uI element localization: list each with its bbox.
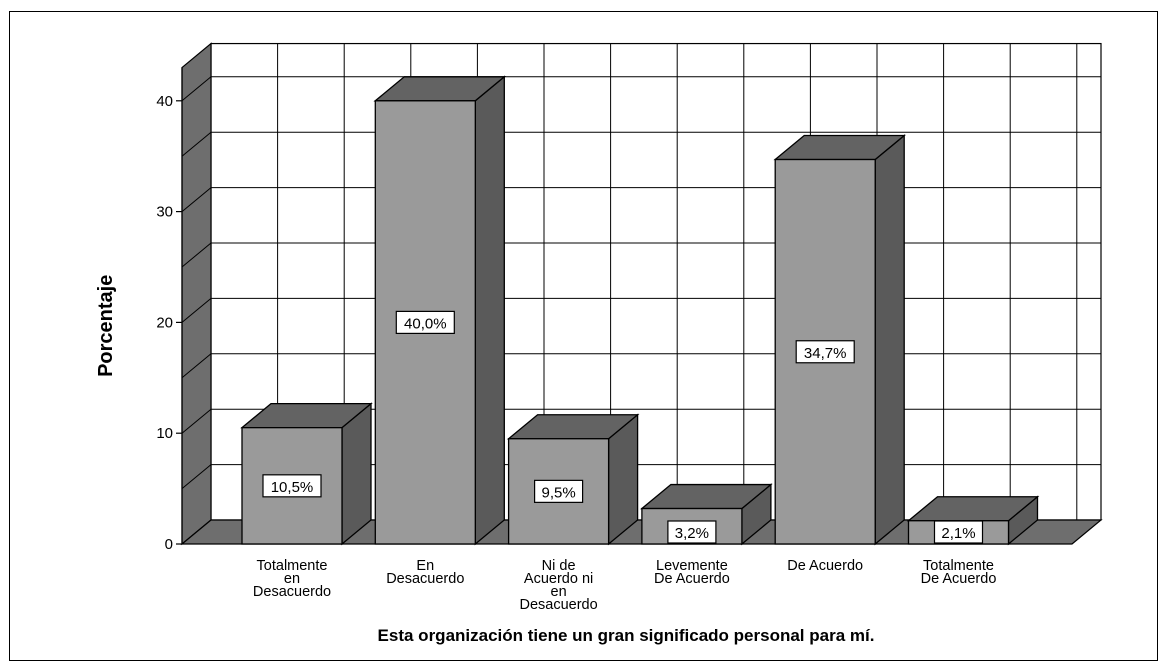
side-wall-grid-line — [181, 298, 212, 323]
x-tick-label: Totalmente en Desacuerdo — [253, 558, 331, 600]
bar-side — [874, 134, 905, 546]
x-axis-title: Esta organización tiene un gran signific… — [378, 626, 875, 645]
data-label-box — [533, 479, 584, 503]
data-label: 2,1% — [941, 525, 975, 542]
y-tick-label: 0 — [165, 536, 173, 553]
x-tick-label: Totalmente De Acuerdo — [921, 558, 997, 587]
data-label-box — [667, 520, 717, 544]
data-label: 10,5% — [271, 479, 314, 496]
side-wall-grid-line — [181, 353, 212, 379]
y-tick-label: 20 — [156, 314, 173, 331]
y-tick-label: 10 — [156, 425, 173, 442]
data-label-box — [395, 310, 455, 334]
side-wall-grid-line — [181, 131, 212, 157]
y-tick-label: 40 — [156, 93, 173, 110]
data-label: 40,0% — [404, 315, 447, 332]
data-label-box — [262, 474, 322, 498]
data-label-box — [795, 340, 855, 364]
side-wall — [181, 42, 212, 546]
side-wall-grid-line — [181, 187, 212, 212]
y-axis-title: Porcentaje — [95, 275, 117, 377]
x-tick-label: Ni de Acuerdo ni en Desacuerdo — [520, 558, 598, 613]
bar — [506, 413, 640, 546]
bar — [240, 402, 373, 546]
data-label: 9,5% — [541, 484, 575, 501]
x-tick-label: Levemente De Acuerdo — [654, 558, 730, 587]
data-label-box — [933, 520, 984, 544]
side-wall-grid-line — [181, 242, 212, 268]
x-tick-label: De Acuerdo — [787, 558, 863, 574]
bars: 10,5% 40,0% 9,5% 3,2% 34,7% 2,1% — [240, 75, 1040, 546]
data-label: 3,2% — [675, 525, 709, 542]
bar — [773, 134, 907, 546]
x-tick-label: En Desacuerdo — [386, 558, 464, 587]
data-label: 34,7% — [804, 345, 847, 362]
side-wall-grid-line — [181, 408, 212, 434]
bar — [640, 483, 773, 546]
bar — [373, 75, 507, 546]
bar-side — [474, 75, 505, 546]
side-wall-grid-line — [181, 464, 212, 489]
y-tick-label: 30 — [156, 204, 173, 221]
side-wall-grid-line — [181, 76, 212, 102]
